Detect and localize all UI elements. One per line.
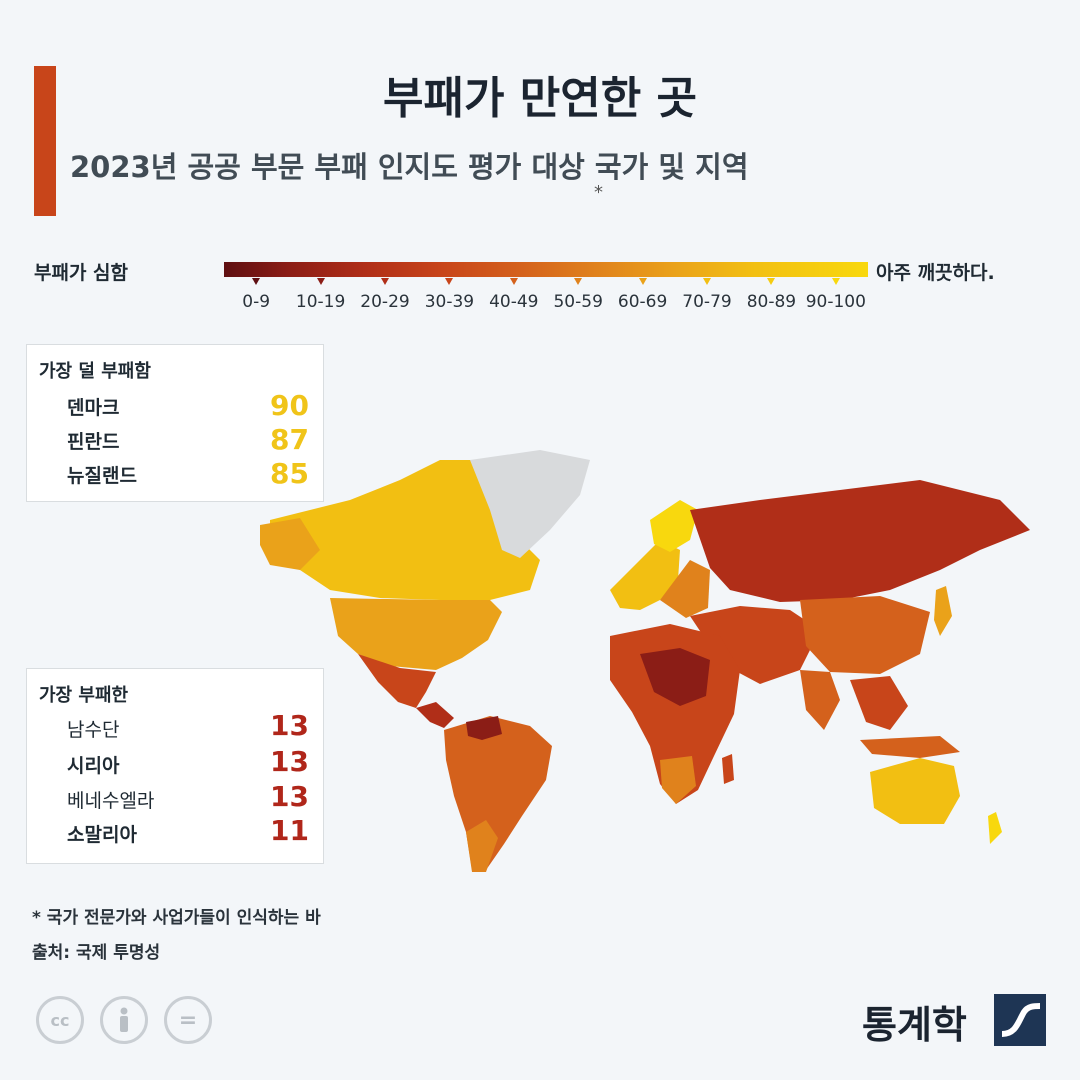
map-japan	[934, 586, 952, 636]
map-canada	[270, 460, 540, 600]
least-corrupt-name: 핀란드	[67, 431, 120, 453]
least-corrupt-name: 덴마크	[67, 397, 120, 419]
map-south-africa	[660, 756, 696, 804]
legend-range-label: 30-39	[424, 292, 475, 312]
legend-range-label: 0-9	[242, 292, 271, 312]
map-alaska	[260, 518, 320, 570]
least-corrupt-box: 가장 덜 부패함 덴마크 90 핀란드 87 뉴질랜드 85	[26, 344, 324, 502]
legend-range-label: 90-100	[805, 292, 866, 312]
cc-icon: cc	[36, 996, 84, 1044]
page-title: 부패가 만연한 곳	[383, 73, 697, 124]
map-central-america	[416, 702, 454, 728]
map-south-america	[444, 716, 552, 870]
legend-tick	[767, 278, 776, 285]
most-corrupt-score: 13	[270, 709, 309, 742]
map-scandinavia	[650, 500, 698, 552]
accent-bar	[34, 66, 56, 216]
least-corrupt-score: 85	[270, 457, 309, 490]
most-corrupt-title: 가장 부패한	[39, 685, 129, 706]
legend-right-label: 아주 깨끗하다.	[876, 262, 995, 284]
brand-name: 통계학	[862, 1003, 967, 1047]
map-se-asia	[850, 676, 908, 730]
map-middle-east	[690, 606, 820, 684]
legend-tick	[252, 278, 261, 285]
least-corrupt-score: 90	[270, 389, 309, 422]
map-southern-cone	[466, 820, 498, 872]
map-russia	[690, 480, 1030, 602]
legend-range-label: 40-49	[489, 292, 539, 312]
most-corrupt-score: 13	[270, 780, 309, 813]
legend-tick	[574, 278, 583, 285]
most-corrupt-name: 남수단	[67, 719, 120, 741]
source-line: 출처: 국제 투명성	[32, 943, 161, 963]
legend-range-labels: 0-9 10-19 20-29 30-39 40-49 50-59 60-69 70-79 80…	[0, 292, 1080, 316]
map-indonesia	[860, 736, 960, 758]
most-corrupt-name: 소말리아	[67, 824, 137, 846]
world-map	[260, 450, 1030, 872]
legend-tick	[381, 278, 389, 285]
map-china	[800, 596, 930, 674]
footnote: * 국가 전문가와 사업가들이 인식하는 바	[32, 908, 321, 928]
map-east-europe	[660, 560, 710, 618]
map-australia	[870, 758, 960, 824]
map-greenland	[470, 450, 590, 558]
legend-range-label: 10-19	[295, 292, 346, 312]
least-corrupt-score: 87	[270, 423, 309, 456]
subtitle-asterisk: *	[594, 182, 603, 203]
most-corrupt-box: 가장 부패한 남수단 13 시리아 13 베네수엘라 13 소말리아 11	[26, 668, 324, 864]
map-usa	[330, 598, 502, 670]
least-corrupt-name: 뉴질랜드	[67, 465, 137, 487]
legend-tick	[509, 278, 518, 285]
map-west-europe	[610, 540, 680, 610]
legend-left-label: 부패가 심함	[34, 262, 129, 284]
map-india	[800, 670, 840, 730]
map-madagascar	[722, 754, 734, 784]
most-corrupt-score: 11	[270, 814, 309, 847]
brand-logo-icon	[994, 994, 1046, 1046]
map-venezuela	[466, 716, 502, 740]
least-corrupt-title: 가장 덜 부패함	[39, 361, 151, 382]
legend-range-label: 20-29	[360, 292, 410, 312]
map-africa-sahel	[640, 648, 710, 706]
most-corrupt-name: 베네수엘라	[67, 790, 155, 812]
legend-tick	[703, 278, 711, 285]
legend-tick	[638, 278, 647, 285]
equals-icon: =	[164, 996, 212, 1044]
legend-tick	[831, 278, 840, 285]
most-corrupt-name: 시리아	[67, 755, 120, 777]
map-mexico	[358, 654, 436, 708]
map-new-zealand	[988, 812, 1002, 844]
legend-range-label: 80-89	[746, 292, 797, 312]
most-corrupt-score: 13	[270, 745, 309, 778]
person-icon	[100, 996, 148, 1044]
legend-ticks	[224, 278, 868, 288]
legend-range-label: 50-59	[553, 292, 603, 312]
legend-tick	[316, 278, 325, 285]
legend-tick	[445, 278, 454, 285]
legend-color-bar	[224, 262, 868, 277]
legend-range-label: 70-79	[682, 292, 732, 312]
page-subtitle: 2023년 공공 부문 부패 인지도 평가 대상 국가 및 지역	[70, 150, 749, 184]
legend-range-label: 60-69	[617, 292, 668, 312]
